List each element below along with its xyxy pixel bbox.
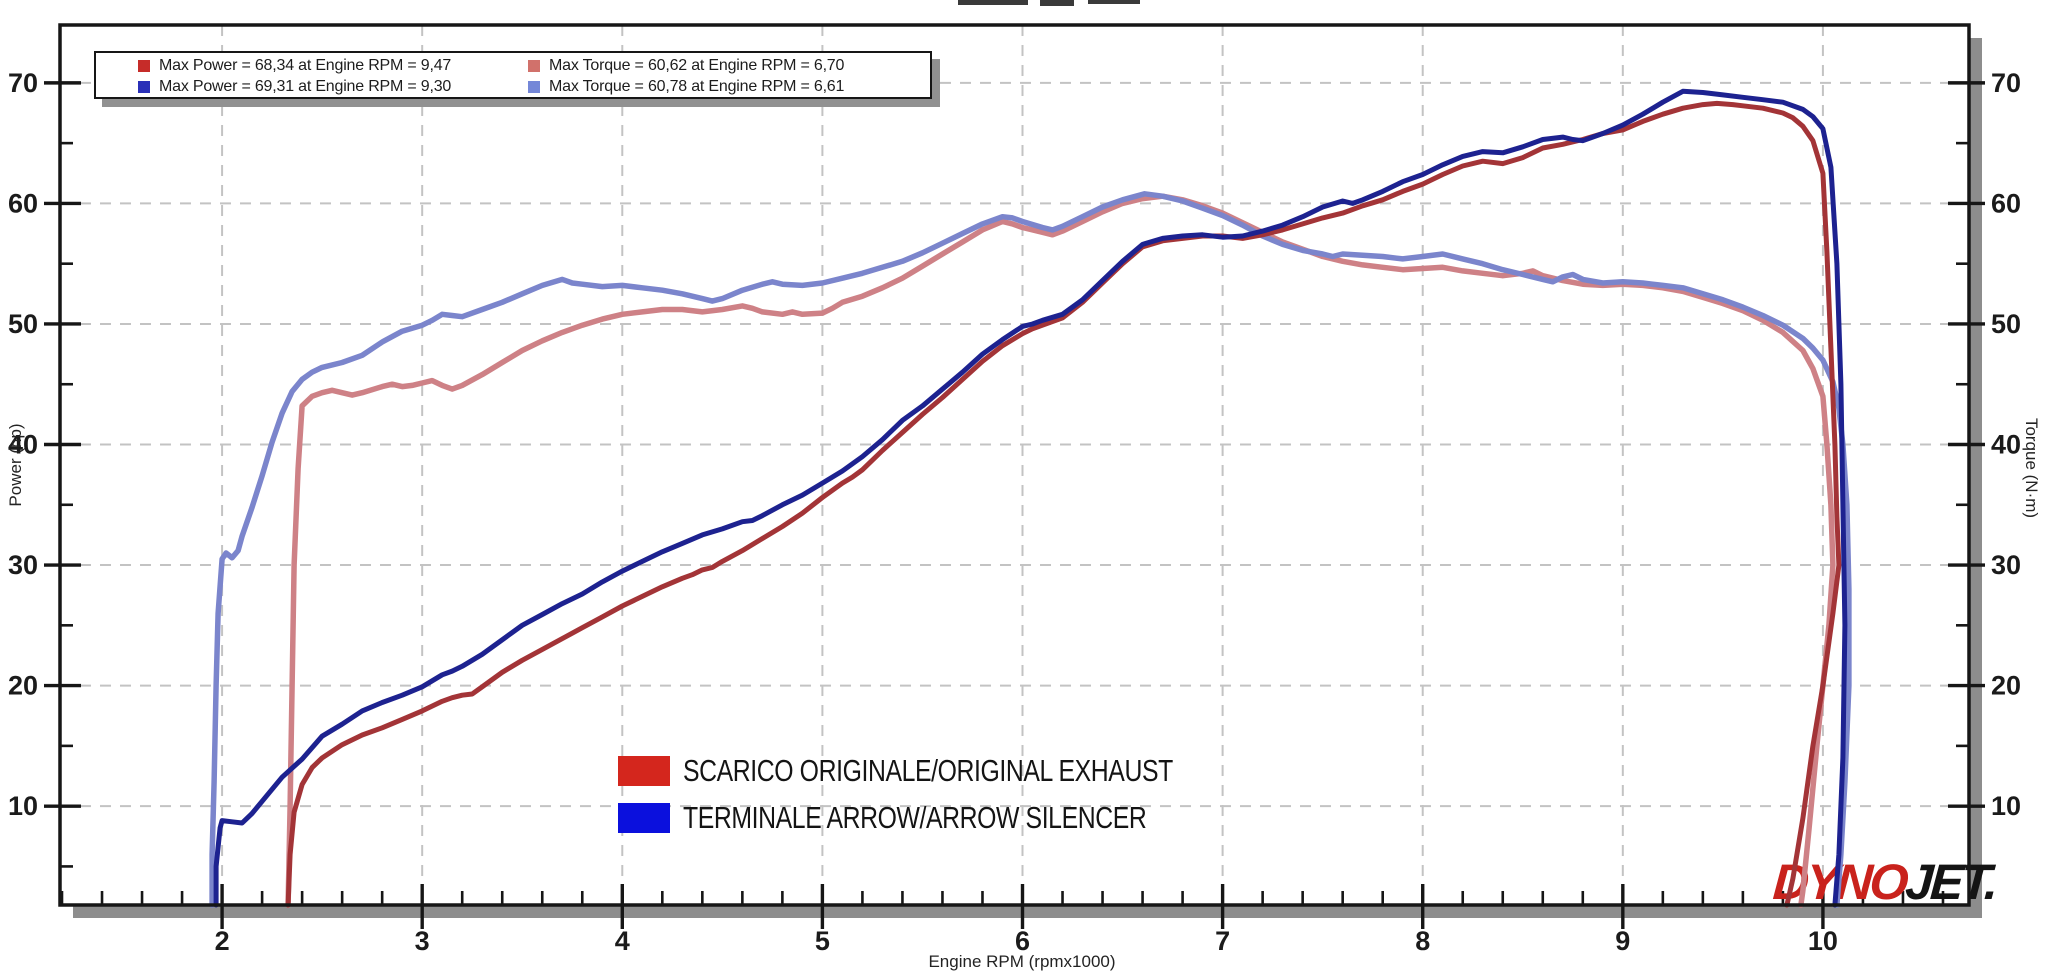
y-axis-title-torque: Torque (N·m) bbox=[2022, 417, 2041, 519]
torque-original-marker-icon bbox=[528, 60, 540, 72]
svg-text:60: 60 bbox=[1991, 188, 2021, 218]
max-values-legend: Max Power = 68,34 at Engine RPM = 9,47 M… bbox=[94, 51, 932, 99]
original-exhaust-swatch-icon bbox=[618, 756, 670, 786]
legend-row-arrow-silencer: TERMINALE ARROW/ARROW SILENCER bbox=[618, 799, 1295, 837]
svg-text:20: 20 bbox=[1991, 671, 2021, 701]
svg-text:8: 8 bbox=[1415, 926, 1430, 956]
svg-text:40: 40 bbox=[1991, 430, 2021, 460]
legend-item-max-power-original: Max Power = 68,34 at Engine RPM = 9,47 bbox=[138, 55, 451, 77]
legend-label: TERMINALE ARROW/ARROW SILENCER bbox=[683, 800, 1147, 835]
svg-text:5: 5 bbox=[815, 926, 830, 956]
svg-text:7: 7 bbox=[1215, 926, 1230, 956]
svg-text:70: 70 bbox=[1991, 68, 2021, 98]
svg-text:20: 20 bbox=[8, 671, 38, 701]
legend-item-max-power-arrow: Max Power = 69,31 at Engine RPM = 9,30 bbox=[138, 76, 451, 98]
x-axis-title-rpm: Engine RPM (rpmx1000) bbox=[928, 952, 1116, 971]
y-axis-title-power: Power (hp) bbox=[6, 423, 25, 507]
legend-item-max-torque-original: Max Torque = 60,62 at Engine RPM = 6,70 bbox=[528, 55, 844, 77]
svg-text:2: 2 bbox=[215, 926, 230, 956]
svg-text:30: 30 bbox=[8, 550, 38, 580]
svg-text:3: 3 bbox=[415, 926, 430, 956]
svg-text:6: 6 bbox=[1015, 926, 1030, 956]
legend-item-max-torque-arrow: Max Torque = 60,78 at Engine RPM = 6,61 bbox=[528, 76, 844, 98]
svg-text:70: 70 bbox=[8, 68, 38, 98]
arrow-silencer-swatch-icon bbox=[618, 803, 670, 833]
cropped-title-fragment bbox=[958, 0, 1028, 5]
legend-row-original-exhaust: SCARICO ORIGINALE/ORIGINAL EXHAUST bbox=[618, 752, 1295, 790]
svg-text:10: 10 bbox=[1991, 791, 2021, 821]
power-arrow-marker-icon bbox=[138, 81, 150, 93]
cropped-title-fragment bbox=[1040, 0, 1074, 6]
svg-text:4: 4 bbox=[615, 926, 630, 956]
svg-text:30: 30 bbox=[1991, 550, 2021, 580]
svg-text:10: 10 bbox=[8, 791, 38, 821]
power-original-marker-icon bbox=[138, 60, 150, 72]
svg-text:10: 10 bbox=[1808, 926, 1838, 956]
svg-text:50: 50 bbox=[1991, 309, 2021, 339]
legend-text: Max Power = 69,31 at Engine RPM = 9,30 bbox=[159, 78, 452, 95]
legend-text: Max Power = 68,34 at Engine RPM = 9,47 bbox=[159, 57, 452, 74]
svg-text:9: 9 bbox=[1615, 926, 1630, 956]
legend-text: Max Torque = 60,78 at Engine RPM = 6,61 bbox=[549, 78, 845, 95]
legend-text: Max Torque = 60,62 at Engine RPM = 6,70 bbox=[549, 57, 845, 74]
cropped-title-fragment bbox=[1088, 0, 1140, 4]
svg-text:40: 40 bbox=[8, 430, 38, 460]
legend-label: SCARICO ORIGINALE/ORIGINAL EXHAUST bbox=[683, 753, 1173, 788]
svg-text:60: 60 bbox=[8, 188, 38, 218]
torque-arrow-marker-icon bbox=[528, 81, 540, 93]
run-comparison-legend: SCARICO ORIGINALE/ORIGINAL EXHAUST TERMI… bbox=[618, 752, 1295, 846]
svg-text:50: 50 bbox=[8, 309, 38, 339]
